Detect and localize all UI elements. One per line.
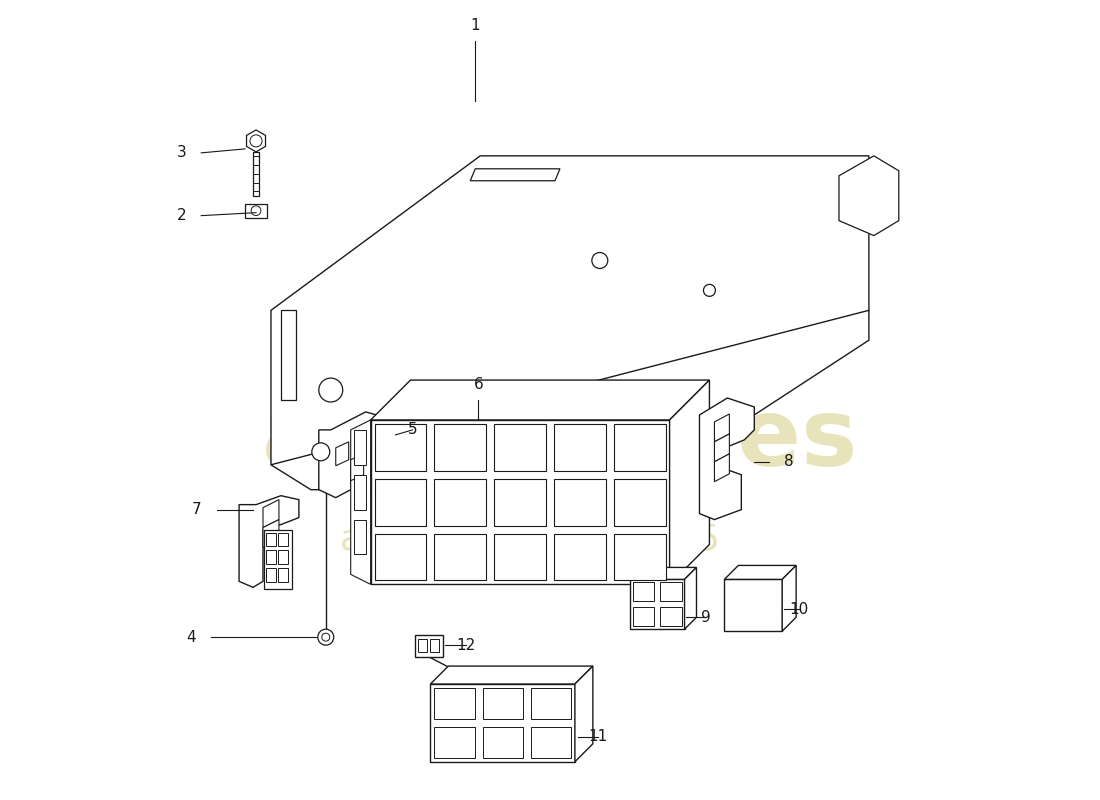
Bar xyxy=(354,519,365,554)
Bar xyxy=(416,635,443,657)
Polygon shape xyxy=(280,310,296,400)
Bar xyxy=(434,534,486,580)
Bar xyxy=(430,684,575,762)
Bar xyxy=(264,530,292,590)
Text: 4: 4 xyxy=(187,630,196,645)
Bar xyxy=(434,424,486,470)
Bar xyxy=(430,639,439,652)
Text: 8: 8 xyxy=(784,454,794,470)
Bar xyxy=(494,424,546,470)
Bar xyxy=(266,569,276,582)
Bar xyxy=(434,727,474,758)
Polygon shape xyxy=(700,398,755,519)
Bar xyxy=(266,550,276,565)
Bar xyxy=(629,579,684,630)
Polygon shape xyxy=(271,156,869,465)
Circle shape xyxy=(311,443,330,461)
Polygon shape xyxy=(782,566,796,631)
Bar xyxy=(278,569,288,582)
Bar xyxy=(253,152,258,196)
Bar xyxy=(614,424,666,470)
Polygon shape xyxy=(714,414,729,442)
Bar xyxy=(278,533,288,546)
Polygon shape xyxy=(246,130,265,152)
Bar xyxy=(494,478,546,526)
Text: 10: 10 xyxy=(790,602,808,617)
Text: 3: 3 xyxy=(176,146,186,160)
Bar xyxy=(632,607,654,626)
Bar xyxy=(725,579,782,631)
Polygon shape xyxy=(271,310,869,490)
Bar xyxy=(530,688,571,719)
Polygon shape xyxy=(371,380,710,420)
Polygon shape xyxy=(575,666,593,762)
Bar xyxy=(375,534,427,580)
Bar xyxy=(660,607,682,626)
Circle shape xyxy=(592,253,608,269)
Bar xyxy=(375,424,427,470)
Text: 11: 11 xyxy=(588,730,607,744)
Text: autospares: autospares xyxy=(262,394,858,486)
Bar xyxy=(371,420,670,584)
Bar xyxy=(354,430,365,465)
Polygon shape xyxy=(263,500,279,527)
Bar xyxy=(554,424,606,470)
Bar xyxy=(632,582,654,602)
Bar xyxy=(530,727,571,758)
Bar xyxy=(494,534,546,580)
Text: 5: 5 xyxy=(408,422,417,438)
Polygon shape xyxy=(319,412,396,498)
Bar xyxy=(434,478,486,526)
Polygon shape xyxy=(714,454,729,482)
Text: 1: 1 xyxy=(471,18,480,34)
Polygon shape xyxy=(839,156,899,235)
Text: 6: 6 xyxy=(473,377,483,392)
Polygon shape xyxy=(471,169,560,181)
Text: 2: 2 xyxy=(177,208,186,223)
Circle shape xyxy=(251,206,261,215)
Text: a passion since 1985: a passion since 1985 xyxy=(340,522,720,557)
Polygon shape xyxy=(684,567,696,630)
Polygon shape xyxy=(629,567,696,579)
Bar xyxy=(418,639,428,652)
Bar xyxy=(614,478,666,526)
Polygon shape xyxy=(725,566,796,579)
Text: 7: 7 xyxy=(191,502,201,517)
Polygon shape xyxy=(351,420,371,584)
Bar xyxy=(354,474,365,510)
Polygon shape xyxy=(351,454,364,481)
Bar xyxy=(266,533,276,546)
Circle shape xyxy=(319,378,343,402)
Bar xyxy=(483,727,522,758)
Bar xyxy=(660,582,682,602)
Polygon shape xyxy=(263,519,279,547)
Bar xyxy=(245,204,267,218)
Polygon shape xyxy=(714,434,729,462)
Polygon shape xyxy=(430,666,593,684)
Text: 9: 9 xyxy=(701,610,711,625)
Bar xyxy=(278,550,288,565)
Bar xyxy=(434,688,474,719)
Bar xyxy=(483,688,522,719)
Circle shape xyxy=(250,135,262,147)
Bar xyxy=(614,534,666,580)
Polygon shape xyxy=(670,380,710,584)
Circle shape xyxy=(318,630,333,645)
Polygon shape xyxy=(336,442,349,466)
Bar xyxy=(554,478,606,526)
Bar xyxy=(375,478,427,526)
Text: 12: 12 xyxy=(456,638,476,653)
Polygon shape xyxy=(239,496,299,587)
Circle shape xyxy=(322,633,330,641)
Circle shape xyxy=(704,285,715,296)
Bar xyxy=(554,534,606,580)
